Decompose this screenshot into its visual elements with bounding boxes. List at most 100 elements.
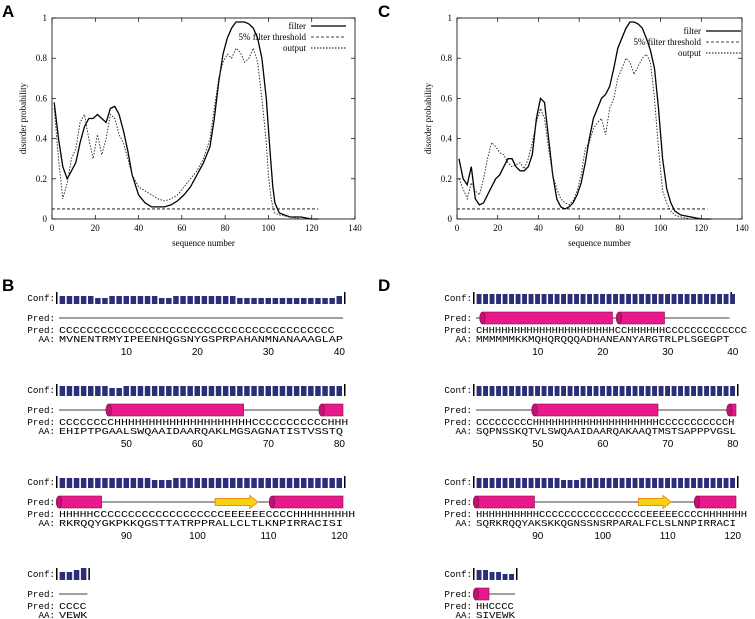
conf-bar [697, 478, 703, 488]
conf-bar [244, 298, 250, 304]
conf-label: Conf: [444, 569, 472, 580]
pred-row-label: Pred: [27, 325, 55, 336]
helix-cylinder [482, 311, 613, 325]
conf-bar [658, 478, 664, 488]
helix-cylinder [108, 403, 244, 417]
helix-cap [615, 311, 623, 325]
legend-label: filter [684, 26, 702, 36]
conf-label: Conf: [27, 293, 55, 304]
position-tick-label: 20 [597, 347, 609, 358]
conf-bar [541, 478, 547, 488]
conf-bar [652, 386, 657, 396]
conf-bar [587, 478, 592, 488]
conf-bar [678, 386, 683, 396]
conf-bar [66, 572, 73, 580]
conf-bar [137, 386, 144, 396]
position-tick-label: 120 [331, 531, 348, 542]
conf-bar [489, 294, 495, 304]
conf-bar [102, 386, 108, 396]
conf-bar [258, 386, 264, 396]
aa-row-label: AA: [38, 334, 55, 345]
pred-cartoon-label: Pred: [444, 405, 472, 416]
conf-bar [230, 478, 236, 488]
pred-string: CCCCCCCCCHHHHHHHHHHHHHHHHHHHHCCCCCCCCCCC… [476, 417, 735, 428]
conf-bar [95, 298, 101, 304]
conf-bar [66, 478, 73, 488]
conf-bar [626, 478, 631, 488]
conf-bar [144, 386, 151, 396]
conf-bar [483, 386, 488, 396]
pred-string: HHHHHHHHHHCCCCCCCCCCCCCCCCCEEEEECCCCHHHH… [476, 509, 747, 520]
conf-bar [230, 296, 236, 304]
conf-bar [80, 296, 87, 304]
aa-string: VEWK [59, 610, 88, 619]
conf-bar [671, 294, 677, 304]
conf-bar [704, 294, 709, 304]
conf-bar [315, 298, 321, 304]
conf-bar [489, 572, 495, 580]
conf-bar [151, 480, 158, 488]
conf-bar [180, 296, 186, 304]
conf-bar [626, 294, 631, 304]
x-tick-label: 80 [615, 223, 625, 233]
psipred-b: Conf:Pred:Pred: CCCCCCCCCCCCCCCCCCCCCCCCC… [27, 292, 355, 619]
conf-bar [315, 478, 321, 488]
x-tick-label: 0 [455, 223, 460, 233]
conf-bar [723, 294, 729, 304]
pred-row-label: Pred: [444, 601, 472, 612]
conf-bar [237, 298, 243, 304]
y-tick-label: 0.8 [441, 53, 453, 63]
conf-bar [187, 478, 193, 488]
aa-string: RKRQQYGKPKKQGSTTATRPPRALLCLTLKNPIRRACISI [59, 518, 343, 529]
conf-bar [322, 386, 328, 396]
conf-bar [548, 294, 553, 304]
legend-label: filter [289, 21, 307, 31]
x-tick-label: 100 [262, 223, 276, 233]
conf-bar [548, 386, 553, 396]
legend-label: 5% filter threshold [239, 32, 307, 42]
conf-bar [730, 294, 735, 304]
conf-bracket-left [56, 292, 58, 304]
conf-label: Conf: [444, 293, 472, 304]
conf-bar [286, 478, 293, 488]
conf-bar [222, 296, 229, 304]
conf-bar [606, 386, 612, 396]
conf-bar [130, 296, 137, 304]
x-tick-label: 120 [305, 223, 319, 233]
conf-bar [684, 478, 690, 488]
chart-c: 0 20 40 60 80 100 120 140 0 0.2 0.4 0.6 0.8 1 sequence… [423, 13, 749, 248]
conf-bar [704, 478, 709, 488]
conf-bar [652, 294, 657, 304]
y-tick-label: 0.8 [36, 53, 48, 63]
helix-cap [693, 495, 701, 509]
position-tick-label: 50 [121, 439, 133, 450]
conf-bar [130, 478, 137, 488]
conf-label: Conf: [27, 385, 55, 396]
conf-bracket-left [473, 292, 475, 304]
conf-bar [496, 294, 501, 304]
conf-bar [528, 386, 534, 396]
conf-bar [619, 294, 625, 304]
helix-cap [105, 403, 112, 417]
conf-bracket-left [56, 568, 58, 580]
position-tick-label: 80 [727, 439, 739, 450]
conf-bracket-left [56, 384, 58, 396]
y-axis-label: disorder probability [18, 82, 28, 154]
strand-arrow [638, 494, 672, 510]
helix-cap [55, 495, 63, 509]
panel-letter-d: D [378, 276, 390, 295]
pred-string: CCCCCCCCHHHHHHHHHHHHHHHHHHHHCCCCCCCCCCCH… [59, 417, 348, 428]
y-axis-label: disorder probability [423, 82, 433, 154]
conf-bar [88, 296, 94, 304]
conf-bar [613, 478, 618, 488]
conf-bar [59, 478, 66, 488]
conf-bar [308, 386, 314, 396]
conf-bar [308, 298, 314, 304]
conf-bar [554, 478, 560, 488]
conf-bar [173, 386, 179, 396]
conf-bar [730, 386, 735, 396]
conf-bar [574, 480, 579, 488]
conf-bar [293, 298, 300, 304]
conf-bar [237, 386, 243, 396]
pred-row-label: Pred: [27, 417, 55, 428]
